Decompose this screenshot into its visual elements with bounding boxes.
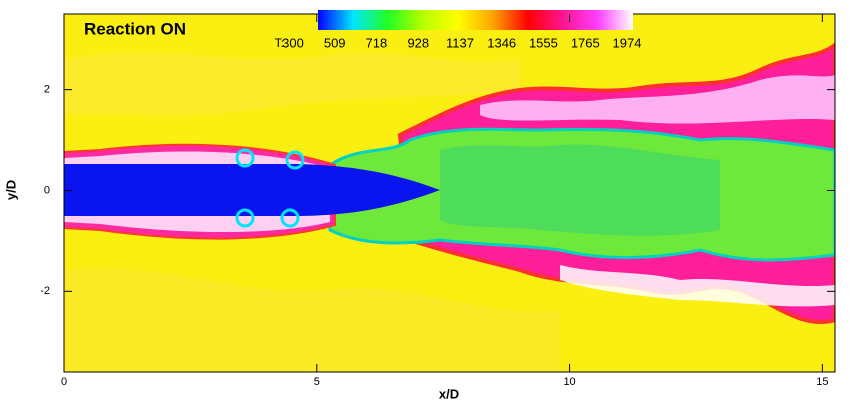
colorbar-tick-label: 1765 (571, 35, 600, 50)
colorbar-tick-label: 300 (282, 35, 304, 50)
x-tick-label: 10 (563, 376, 575, 388)
x-axis-label: x/D (439, 386, 459, 401)
colorbar-tick-label: 718 (366, 35, 388, 50)
colorbar-tick-label: 928 (407, 35, 429, 50)
y-axis-label: y/D (3, 180, 18, 200)
colorbar-tick-label: 1555 (529, 35, 558, 50)
y-tick-label: -2 (40, 285, 50, 297)
colorbar-tick-label: 509 (324, 35, 346, 50)
colorbar-tick-label: 1974 (613, 35, 642, 50)
temperature-field (64, 14, 835, 372)
chart-title: Reaction ON (84, 19, 186, 38)
x-tick-label: 15 (816, 376, 828, 388)
colorbar-tick-label: 1137 (446, 35, 474, 50)
colorbar-label: T: (275, 36, 284, 50)
y-tick-label: 2 (44, 84, 50, 96)
x-tick-label: 5 (314, 376, 320, 388)
y-tick-label: 0 (44, 184, 50, 196)
colorbar-tick-label: 1346 (487, 35, 516, 50)
x-tick-label: 0 (61, 376, 67, 388)
colorbar (318, 10, 633, 30)
